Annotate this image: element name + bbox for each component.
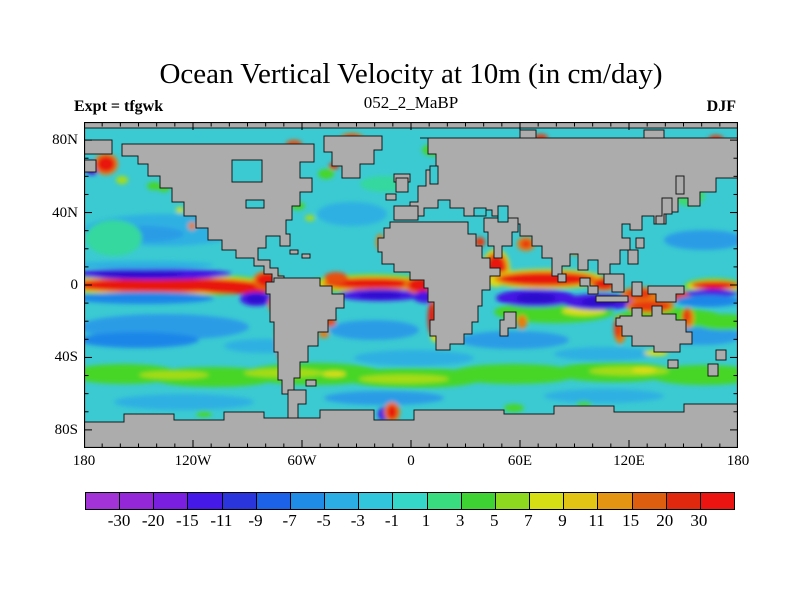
x-tick-label: 60E <box>507 453 533 469</box>
colorbar-label: 1 <box>421 511 431 530</box>
colorbar-segment <box>427 493 462 509</box>
colorbar-label: 30 <box>690 511 708 530</box>
colorbar-label: 3 <box>455 511 465 530</box>
colorbar <box>85 492 735 510</box>
colorbar-segment <box>256 493 291 509</box>
x-tick-label: 60W <box>287 453 317 469</box>
map-area <box>81 119 741 449</box>
colorbar-segment <box>290 493 326 509</box>
colorbar-segment <box>188 493 223 509</box>
y-tick-label: 40N <box>52 204 78 221</box>
colorbar-segment <box>154 493 189 509</box>
colorbar-label: 20 <box>656 511 674 530</box>
colorbar-segment <box>598 493 633 509</box>
colorbar-label: -20 <box>141 511 165 530</box>
plot-subtitle: 052_2_MaBP <box>363 93 459 112</box>
colorbar-segment <box>393 493 428 509</box>
y-tick-label: 40S <box>54 349 78 366</box>
y-tick-label: 0 <box>70 277 79 293</box>
colorbar-segment <box>461 493 496 509</box>
x-tick-label: 120W <box>174 453 212 469</box>
y-tick-label: 80N <box>52 132 78 149</box>
page-title: Ocean Vertical Velocity at 10m (in cm/da… <box>159 58 663 90</box>
ocean-velocity-field <box>84 133 738 422</box>
colorbar-label: -3 <box>350 511 365 530</box>
x-tick-label: 0 <box>407 453 415 469</box>
colorbar-segment <box>120 493 155 509</box>
colorbar-segment <box>86 493 121 509</box>
colorbar-label: 11 <box>588 511 605 530</box>
colorbar-segment <box>359 493 394 509</box>
colorbar-label: -9 <box>248 511 263 530</box>
colorbar-segment <box>632 493 667 509</box>
colorbar-label: -30 <box>107 511 131 530</box>
colorbar-segment <box>666 493 701 509</box>
colorbar-segment <box>530 493 565 509</box>
colorbar-segment <box>700 493 734 509</box>
experiment-label: Expt = tfgwk <box>74 98 164 115</box>
colorbar-label: -1 <box>384 511 400 530</box>
colorbar-segment <box>222 493 257 509</box>
colorbar-label: 9 <box>558 511 567 530</box>
colorbar-segment <box>325 493 360 509</box>
colorbar-label: 7 <box>524 511 533 530</box>
colorbar-label: -15 <box>175 511 199 530</box>
colorbar-label: -5 <box>316 511 331 530</box>
map-frame <box>83 121 739 449</box>
x-tick-label: 180 <box>726 453 750 469</box>
colorbar-segment <box>564 493 599 509</box>
colorbar-label: 15 <box>622 511 640 530</box>
x-tick-label: 180 <box>72 453 96 469</box>
colorbar-segment <box>495 493 531 509</box>
world-map <box>81 119 741 449</box>
x-tick-label: 120E <box>613 453 645 469</box>
colorbar-label: -11 <box>210 511 233 530</box>
colorbar-label: -7 <box>282 511 297 530</box>
y-tick-label: 80S <box>54 421 78 438</box>
season-label: DJF <box>706 98 736 115</box>
inland-water <box>231 159 509 223</box>
colorbar-label: 5 <box>490 511 499 530</box>
